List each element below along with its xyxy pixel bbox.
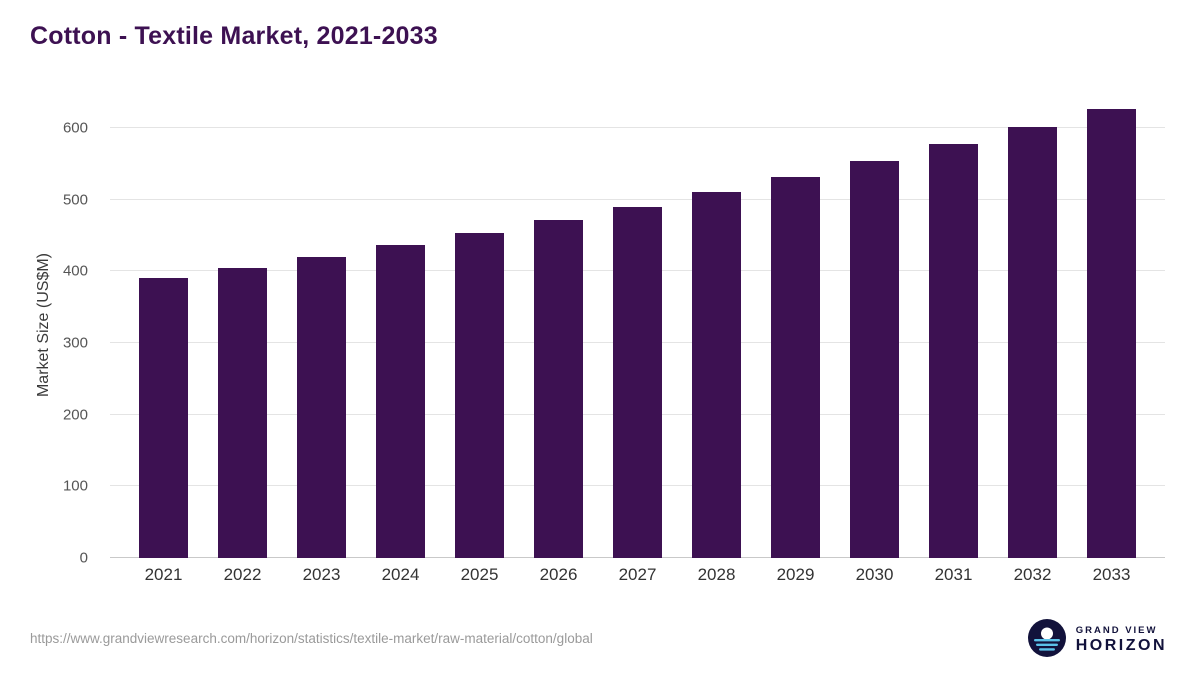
x-tick-label: 2022 [223, 565, 262, 584]
logo-text: GRAND VIEW HORIZON [1076, 625, 1167, 657]
horizon-sun-icon [1027, 619, 1066, 662]
source-url: https://www.grandviewresearch.com/horizo… [30, 631, 593, 646]
bar-2023 [297, 256, 346, 558]
bar-column [756, 92, 835, 558]
grand-view-horizon-logo: GRAND VIEW HORIZON [1027, 619, 1167, 662]
gridline [110, 198, 1165, 200]
bar-column [1072, 92, 1151, 558]
y-tick-label: 100 [62, 477, 88, 495]
x-tick-label: 2031 [934, 565, 973, 584]
y-tick-label: 200 [62, 406, 88, 424]
bar-2032 [1008, 127, 1057, 558]
y-tick-label: 500 [62, 191, 88, 209]
bar-2029 [771, 177, 820, 558]
bar-2030 [850, 160, 899, 558]
y-tick-label: 0 [79, 549, 88, 567]
gridline [110, 126, 1165, 128]
bar-2024 [376, 245, 425, 558]
y-tick-label: 600 [62, 119, 88, 137]
x-tick-label: 2029 [776, 565, 815, 584]
x-tick-label: 2028 [697, 565, 736, 584]
x-tick-label: 2025 [460, 565, 499, 584]
bar-2033 [1087, 108, 1136, 558]
bar-2021 [139, 278, 188, 558]
bar-2031 [929, 144, 978, 558]
bar-column [835, 92, 914, 558]
x-tick-label: 2032 [1013, 565, 1052, 584]
y-tick-label: 400 [62, 262, 88, 280]
x-tick-label: 2026 [539, 565, 578, 584]
bar-column [677, 92, 756, 558]
y-axis-ticks: 0 100 200 300 400 500 600 [50, 92, 100, 566]
bar-column [993, 92, 1072, 558]
logo-line-horizon: HORIZON [1075, 637, 1167, 655]
y-tick-label: 300 [62, 334, 88, 352]
chart-title: Cotton - Textile Market, 2021-2033 [30, 22, 438, 50]
x-tick-label: 2021 [144, 565, 183, 584]
bar-series [110, 92, 1165, 558]
x-tick-label: 2033 [1092, 565, 1131, 584]
x-tick-label: 2027 [618, 565, 657, 584]
bar-column [282, 92, 361, 558]
x-tick-label: 2023 [302, 565, 341, 584]
logo-line-grand-view: GRAND VIEW [1075, 624, 1158, 636]
bar-column [914, 92, 993, 558]
bar-column [361, 92, 440, 558]
bar-2025 [455, 232, 504, 558]
bar-2022 [218, 267, 267, 558]
bar-column [124, 92, 203, 558]
bar-column [598, 92, 677, 558]
plot-area [110, 92, 1165, 558]
bar-column [440, 92, 519, 558]
x-tick-label: 2024 [381, 565, 420, 584]
bar-2028 [692, 191, 741, 558]
bar-2026 [534, 220, 583, 558]
bar-column [203, 92, 282, 558]
bar-2027 [613, 206, 662, 558]
x-tick-label: 2030 [855, 565, 894, 584]
bar-column [519, 92, 598, 558]
x-axis-labels: 2021 2022 2023 2024 2025 2026 2027 2028 2029 2030… [110, 565, 1165, 585]
